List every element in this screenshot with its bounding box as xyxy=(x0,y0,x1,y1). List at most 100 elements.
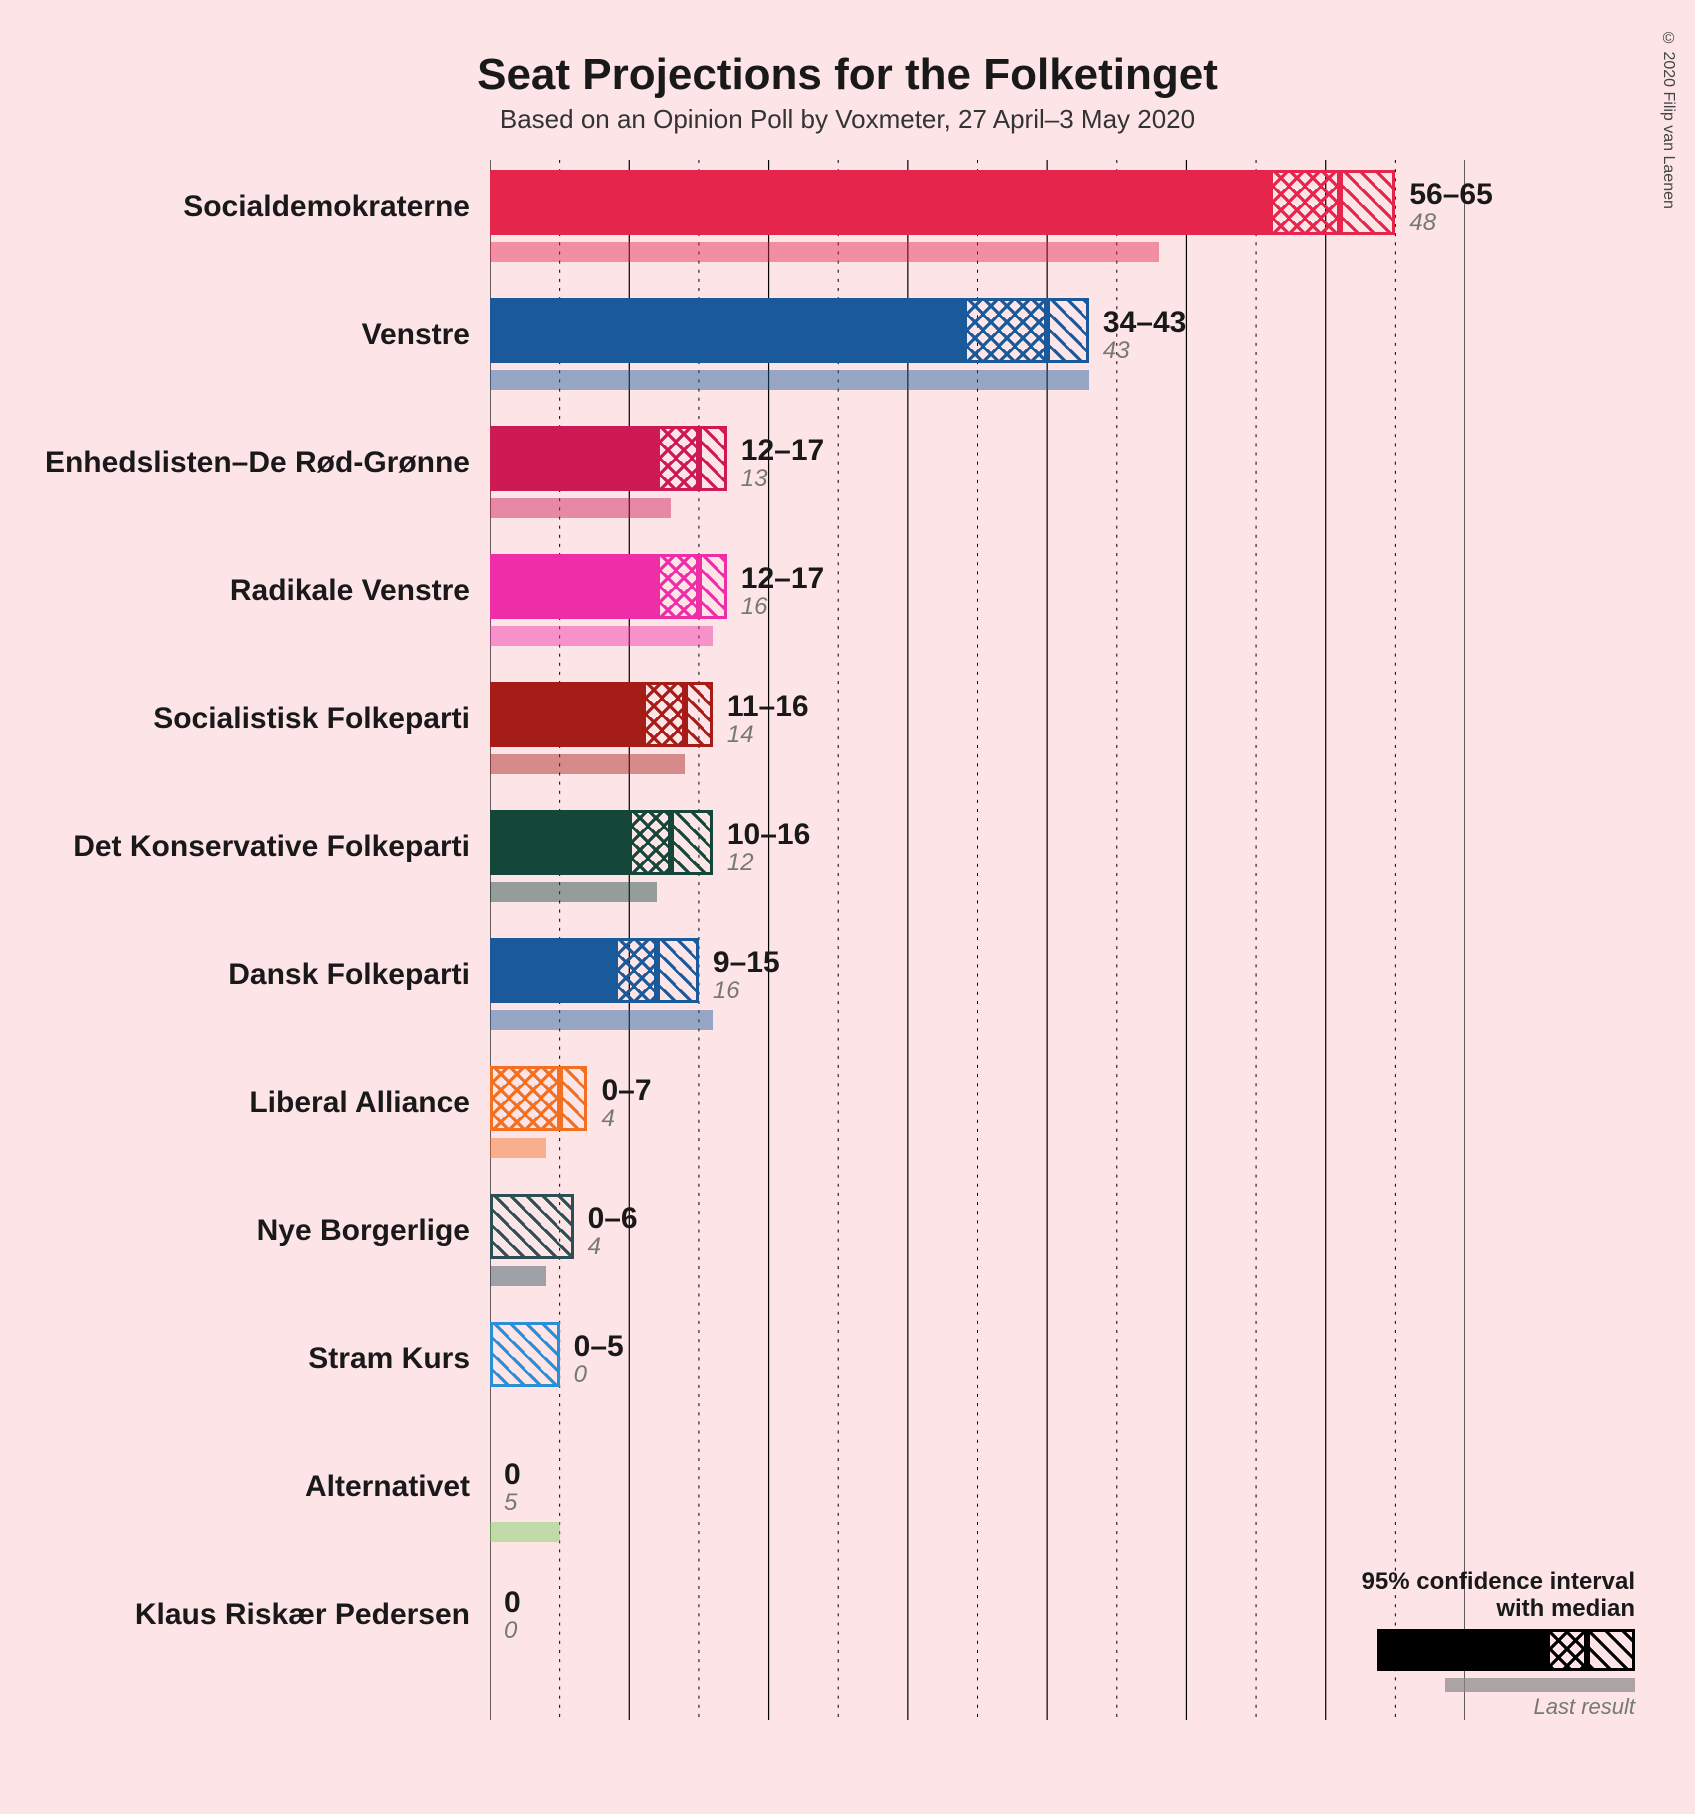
bar-diag xyxy=(490,1322,560,1387)
party-row: Enhedslisten–De Rød-Grønne12–1713 xyxy=(490,416,1465,540)
chart-container: © 2020 Filip van Laenen Seat Projections… xyxy=(0,0,1695,1780)
prev-label: 14 xyxy=(727,721,809,749)
prev-label: 13 xyxy=(741,465,824,493)
bar-crosshatch xyxy=(964,298,1048,363)
party-label: Klaus Riskær Pedersen xyxy=(135,1598,490,1632)
bar-last-result xyxy=(490,626,713,646)
party-label: Dansk Folkeparti xyxy=(228,958,490,992)
bar-diag xyxy=(685,682,713,747)
bar-labels: 10–1612 xyxy=(727,818,810,883)
party-row: Klaus Riskær Pedersen00 xyxy=(490,1568,1465,1692)
bar-labels: 12–1713 xyxy=(741,434,824,499)
bar-solid xyxy=(490,810,629,875)
bar-diag xyxy=(1340,170,1396,235)
party-row: Nye Borgerlige0–64 xyxy=(490,1184,1465,1308)
bar-crosshatch xyxy=(657,426,699,491)
bar-solid xyxy=(490,554,657,619)
prev-label: 48 xyxy=(1409,209,1492,237)
prev-label: 0 xyxy=(574,1361,624,1389)
legend-line1: 95% confidence interval xyxy=(1362,1568,1635,1596)
bar-diag xyxy=(699,554,727,619)
bar-last-result xyxy=(490,370,1089,390)
range-label: 34–43 xyxy=(1103,306,1186,340)
bar-labels: 00 xyxy=(504,1586,521,1651)
bar-last-result xyxy=(490,1266,546,1286)
party-label: Socialdemokraterne xyxy=(183,190,490,224)
prev-label: 12 xyxy=(727,849,810,877)
copyright-text: © 2020 Filip van Laenen xyxy=(1659,30,1677,209)
bar-diag xyxy=(490,1194,574,1259)
range-label: 10–16 xyxy=(727,818,810,852)
bar-diag xyxy=(699,426,727,491)
bar-crosshatch xyxy=(657,554,699,619)
party-row: Alternativet05 xyxy=(490,1440,1465,1564)
party-row: Liberal Alliance0–74 xyxy=(490,1056,1465,1180)
bar-solid xyxy=(490,426,657,491)
chart-title: Seat Projections for the Folketinget xyxy=(50,50,1645,100)
bar-labels: 0–50 xyxy=(574,1330,624,1395)
party-label: Nye Borgerlige xyxy=(257,1214,490,1248)
range-label: 0–5 xyxy=(574,1330,624,1364)
party-row: Radikale Venstre12–1716 xyxy=(490,544,1465,668)
party-label: Enhedslisten–De Rød-Grønne xyxy=(45,446,490,480)
bar-labels: 9–1516 xyxy=(713,946,780,1011)
bar-labels: 34–4343 xyxy=(1103,306,1186,371)
party-label: Det Konservative Folkeparti xyxy=(73,830,490,864)
party-label: Socialistisk Folkeparti xyxy=(153,702,490,736)
bar-last-result xyxy=(490,1010,713,1030)
bar-last-result xyxy=(490,242,1159,262)
bar-last-result xyxy=(490,754,685,774)
party-label: Venstre xyxy=(362,318,490,352)
party-row: Venstre34–4343 xyxy=(490,288,1465,412)
bar-labels: 0–64 xyxy=(588,1202,638,1267)
bar-diag xyxy=(671,810,713,875)
bar-solid xyxy=(490,298,964,363)
bar-diag xyxy=(657,938,699,1003)
bar-last-result xyxy=(490,882,657,902)
bar-last-result xyxy=(490,1522,560,1542)
range-label: 12–17 xyxy=(741,434,824,468)
prev-label: 43 xyxy=(1103,337,1186,365)
chart-area: Socialdemokraterne56–6548Venstre34–4343E… xyxy=(490,160,1465,1720)
range-label: 9–15 xyxy=(713,946,780,980)
range-label: 12–17 xyxy=(741,562,824,596)
chart-subtitle: Based on an Opinion Poll by Voxmeter, 27… xyxy=(50,104,1645,135)
range-label: 0 xyxy=(504,1586,521,1620)
bar-solid xyxy=(490,682,643,747)
bar-crosshatch xyxy=(490,1066,560,1131)
bar-labels: 11–1614 xyxy=(727,690,809,755)
range-label: 0 xyxy=(504,1458,521,1492)
party-row: Socialdemokraterne56–6548 xyxy=(490,160,1465,284)
party-row: Socialistisk Folkeparti11–1614 xyxy=(490,672,1465,796)
bar-labels: 12–1716 xyxy=(741,562,824,627)
range-label: 11–16 xyxy=(727,690,809,724)
party-label: Radikale Venstre xyxy=(230,574,490,608)
prev-label: 4 xyxy=(602,1105,652,1133)
party-row: Dansk Folkeparti9–1516 xyxy=(490,928,1465,1052)
party-row: Stram Kurs0–50 xyxy=(490,1312,1465,1436)
bar-crosshatch xyxy=(615,938,657,1003)
legend-last-bar xyxy=(1445,1678,1635,1692)
prev-label: 5 xyxy=(504,1489,521,1517)
legend-demo-bar xyxy=(1377,1629,1635,1671)
bar-last-result xyxy=(490,1138,546,1158)
range-label: 0–6 xyxy=(588,1202,638,1236)
legend: 95% confidence interval with median Last… xyxy=(1362,1568,1635,1720)
legend-last-label: Last result xyxy=(1362,1694,1635,1720)
range-label: 0–7 xyxy=(602,1074,652,1108)
range-label: 56–65 xyxy=(1409,178,1492,212)
party-row: Det Konservative Folkeparti10–1612 xyxy=(490,800,1465,924)
bar-labels: 56–6548 xyxy=(1409,178,1492,243)
prev-label: 16 xyxy=(713,977,780,1005)
party-label: Alternativet xyxy=(305,1470,490,1504)
bar-last-result xyxy=(490,498,671,518)
legend-line2: with median xyxy=(1362,1595,1635,1623)
prev-label: 0 xyxy=(504,1617,521,1645)
bar-crosshatch xyxy=(1270,170,1340,235)
bar-labels: 0–74 xyxy=(602,1074,652,1139)
bar-solid xyxy=(490,938,615,1003)
bar-labels: 05 xyxy=(504,1458,521,1523)
bar-crosshatch xyxy=(629,810,671,875)
prev-label: 4 xyxy=(588,1233,638,1261)
party-label: Stram Kurs xyxy=(308,1342,490,1376)
